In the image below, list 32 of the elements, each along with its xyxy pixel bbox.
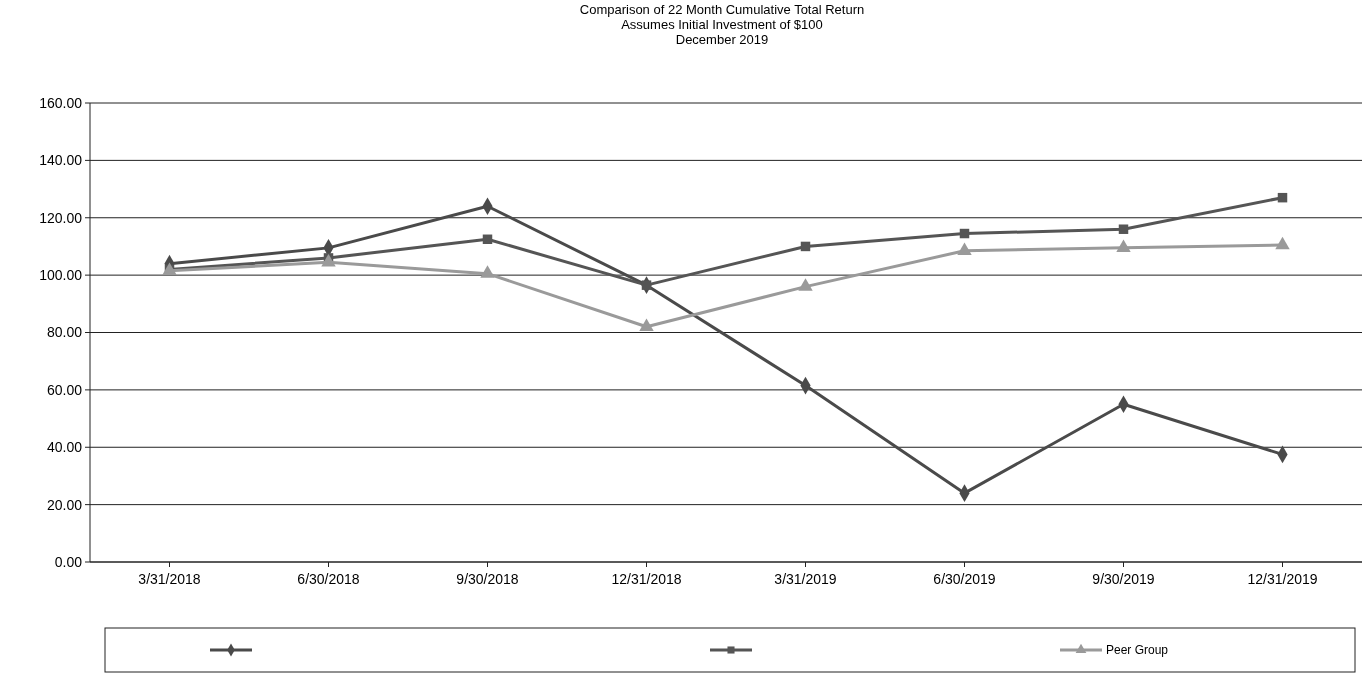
- point: [1116, 239, 1131, 253]
- y-tick-label: 140.00: [39, 152, 83, 169]
- point: [1277, 192, 1288, 203]
- x-tick-label: 6/30/2019: [933, 571, 996, 587]
- y-tick-label: 100.00: [39, 267, 83, 284]
- point: [1275, 236, 1290, 250]
- y-tick-label: 80.00: [46, 324, 83, 341]
- chart-title: Comparison of 22 Month Cumulative Total Return Assumes Initial Investment of $100 December 2019: [579, 2, 865, 47]
- y-tick-label: 0.00: [54, 553, 83, 570]
- point: [482, 234, 493, 245]
- x-tick-label: 9/30/2019: [1092, 571, 1155, 587]
- x-tick-label: 12/31/2018: [611, 571, 682, 587]
- x-tick-label: 12/31/2019: [1247, 571, 1318, 587]
- point: [480, 265, 495, 278]
- legend-label: Peer Group: [1106, 643, 1169, 658]
- y-tick-label: 40.00: [46, 439, 83, 456]
- point: [641, 280, 652, 290]
- x-tick-label: 6/30/2018: [297, 571, 360, 587]
- x-tick-label: 9/30/2018: [456, 571, 519, 587]
- x-tick-label: 3/31/2019: [774, 571, 837, 587]
- x-tick-label: 3/31/2018: [138, 571, 201, 587]
- y-tick-label: 20.00: [46, 496, 83, 513]
- point: [957, 242, 972, 255]
- point: [1118, 224, 1129, 234]
- point: [321, 253, 336, 267]
- y-tick-label: 160.00: [39, 94, 83, 111]
- point: [800, 241, 811, 252]
- y-tick-label: 60.00: [46, 381, 83, 398]
- point: [959, 228, 970, 239]
- point: [639, 318, 654, 331]
- y-tick-label: 120.00: [39, 209, 83, 226]
- point: [798, 278, 813, 291]
